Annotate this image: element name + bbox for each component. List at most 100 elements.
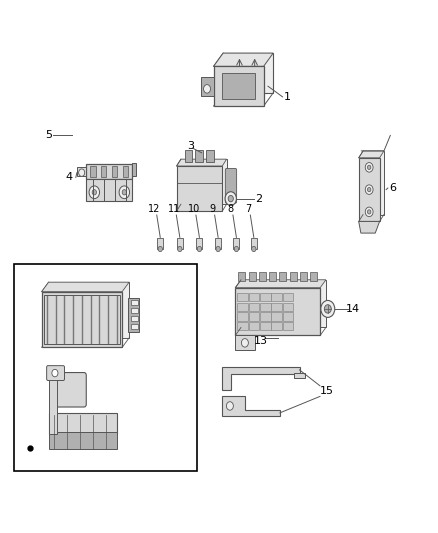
Polygon shape bbox=[235, 288, 320, 335]
Polygon shape bbox=[223, 53, 273, 93]
Bar bbox=[237, 303, 248, 311]
Circle shape bbox=[241, 338, 248, 347]
Circle shape bbox=[79, 169, 85, 176]
Bar bbox=[251, 238, 257, 249]
Text: 8: 8 bbox=[228, 204, 234, 214]
Text: 14: 14 bbox=[346, 304, 360, 314]
Bar bbox=[283, 321, 293, 330]
Polygon shape bbox=[214, 53, 273, 66]
Polygon shape bbox=[235, 280, 326, 288]
Text: 1: 1 bbox=[284, 92, 291, 102]
Circle shape bbox=[321, 301, 335, 317]
Text: 9: 9 bbox=[209, 204, 215, 214]
Bar bbox=[300, 272, 307, 281]
Circle shape bbox=[122, 190, 127, 195]
Bar bbox=[128, 297, 139, 332]
Bar bbox=[14, 264, 197, 471]
Circle shape bbox=[92, 190, 96, 195]
Bar bbox=[132, 163, 136, 176]
Text: 7: 7 bbox=[245, 204, 251, 214]
Polygon shape bbox=[359, 158, 380, 221]
Circle shape bbox=[52, 369, 58, 377]
Polygon shape bbox=[359, 221, 380, 233]
Text: 2: 2 bbox=[255, 193, 263, 204]
Bar bbox=[237, 321, 248, 330]
Text: 11: 11 bbox=[168, 204, 180, 214]
Polygon shape bbox=[49, 282, 129, 338]
Circle shape bbox=[367, 210, 371, 214]
FancyBboxPatch shape bbox=[47, 366, 64, 381]
Polygon shape bbox=[223, 74, 255, 99]
Bar bbox=[86, 164, 132, 179]
Text: 3: 3 bbox=[187, 141, 194, 151]
Polygon shape bbox=[223, 397, 280, 416]
Bar bbox=[260, 293, 271, 302]
Circle shape bbox=[365, 185, 373, 195]
Bar bbox=[272, 303, 282, 311]
Bar bbox=[249, 312, 259, 320]
Bar bbox=[112, 166, 117, 177]
Bar bbox=[290, 272, 297, 281]
Bar bbox=[49, 432, 117, 449]
Circle shape bbox=[197, 246, 201, 252]
Circle shape bbox=[234, 246, 239, 252]
Bar bbox=[260, 303, 271, 311]
Bar bbox=[196, 238, 202, 249]
Bar bbox=[206, 150, 214, 162]
Bar bbox=[90, 166, 95, 177]
Circle shape bbox=[365, 163, 373, 172]
Bar bbox=[272, 312, 282, 320]
Bar bbox=[201, 77, 214, 96]
Bar bbox=[259, 272, 266, 281]
Circle shape bbox=[158, 246, 162, 252]
Bar bbox=[131, 308, 138, 313]
Circle shape bbox=[89, 186, 99, 199]
Bar bbox=[195, 150, 203, 162]
Bar bbox=[249, 303, 259, 311]
FancyBboxPatch shape bbox=[225, 168, 237, 203]
Bar bbox=[44, 295, 120, 344]
Circle shape bbox=[216, 246, 220, 252]
Bar bbox=[237, 312, 248, 320]
Bar bbox=[131, 300, 138, 305]
Bar bbox=[77, 167, 86, 176]
Polygon shape bbox=[177, 159, 226, 166]
Bar bbox=[123, 166, 128, 177]
Polygon shape bbox=[181, 159, 226, 204]
Circle shape bbox=[367, 188, 371, 192]
Circle shape bbox=[324, 305, 331, 313]
Text: 15: 15 bbox=[320, 386, 334, 396]
Bar bbox=[279, 272, 286, 281]
Bar bbox=[283, 293, 293, 302]
Polygon shape bbox=[42, 282, 129, 292]
Bar bbox=[260, 321, 271, 330]
Text: 12: 12 bbox=[148, 204, 161, 214]
Bar bbox=[233, 238, 240, 249]
Text: 5: 5 bbox=[45, 130, 52, 140]
Circle shape bbox=[228, 196, 233, 202]
Text: 6: 6 bbox=[389, 183, 396, 193]
Bar bbox=[215, 238, 221, 249]
Polygon shape bbox=[241, 280, 326, 327]
Bar bbox=[235, 335, 255, 350]
Circle shape bbox=[365, 207, 373, 216]
Bar bbox=[86, 179, 132, 201]
Circle shape bbox=[367, 165, 371, 169]
Circle shape bbox=[225, 192, 237, 206]
Circle shape bbox=[178, 246, 182, 252]
Bar bbox=[249, 321, 259, 330]
Bar bbox=[177, 238, 183, 249]
Bar bbox=[283, 303, 293, 311]
Bar bbox=[185, 150, 192, 162]
Circle shape bbox=[226, 402, 233, 410]
Bar bbox=[249, 272, 256, 281]
Polygon shape bbox=[214, 66, 264, 106]
Polygon shape bbox=[42, 292, 122, 348]
Bar bbox=[49, 414, 117, 433]
Bar bbox=[49, 375, 57, 433]
Text: 13: 13 bbox=[253, 336, 267, 346]
Bar bbox=[310, 272, 317, 281]
Circle shape bbox=[204, 85, 211, 93]
Bar bbox=[272, 321, 282, 330]
Bar bbox=[157, 238, 163, 249]
